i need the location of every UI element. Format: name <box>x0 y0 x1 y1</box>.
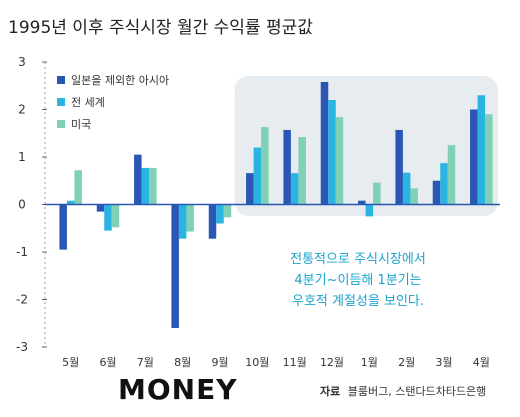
bars <box>59 81 493 328</box>
annotation-line-3: 우호적 계절성을 보인다. <box>292 294 424 309</box>
x-tick-label: 8월 <box>174 356 191 369</box>
bar-world <box>104 204 112 231</box>
source-text: 블룸버그, 스탠다드차타드은행 <box>348 385 487 398</box>
legend-swatch-us <box>57 120 65 128</box>
bar-world <box>328 100 336 205</box>
bar-world <box>141 167 150 205</box>
highlight-box <box>234 76 498 216</box>
annotation-line-1: 전통적으로 주식시장에서 <box>290 252 426 267</box>
bar-us <box>373 182 381 205</box>
bar-asia <box>320 81 329 205</box>
legend-label-us: 미국 <box>71 118 91 131</box>
bar-us <box>447 145 456 205</box>
bar-asia <box>283 129 291 205</box>
bar-asia <box>470 109 478 205</box>
y-tick-label: -1 <box>16 245 28 259</box>
bar-world <box>216 204 224 224</box>
source-label: 자료 <box>320 384 340 398</box>
brand-logo: MONEY <box>118 373 238 406</box>
x-tick-label: 9월 <box>211 356 228 369</box>
y-tick-label: 2 <box>18 103 26 117</box>
legend-label-asia: 일본을 제외한 아시아 <box>71 73 169 87</box>
bar-asia <box>134 154 142 205</box>
y-tick-label: 1 <box>18 150 26 164</box>
bar-asia <box>395 129 403 205</box>
x-tick-label: 12월 <box>320 356 344 369</box>
bar-asia <box>246 173 254 205</box>
bar-world <box>402 172 411 205</box>
x-tick-label: 11월 <box>283 356 307 369</box>
bar-asia <box>96 204 105 212</box>
annotation: 전통적으로 주식시장에서 4분기~이듬해 1분기는 우호적 계절성을 보인다. <box>290 252 426 309</box>
x-tick-label: 5월 <box>62 356 79 369</box>
bar-us <box>186 204 194 232</box>
bar-world <box>253 147 262 205</box>
x-axis: 5월 6월 7월 8월 9월 10월 11월 12월 1월 2월 3월 4월 <box>62 356 490 369</box>
x-tick-label: 1월 <box>361 356 378 369</box>
x-tick-label: 7월 <box>137 356 154 369</box>
bar-us <box>485 114 493 205</box>
bar-world <box>178 204 187 239</box>
x-tick-label: 4월 <box>473 356 490 369</box>
legend: 일본을 제외한 아시아 전 세계 미국 <box>57 73 169 131</box>
bar-us <box>410 188 418 205</box>
y-tick-label: 3 <box>18 55 26 69</box>
bar-world <box>290 173 299 205</box>
bar-asia <box>59 204 67 250</box>
bar-us <box>74 170 82 205</box>
bar-asia <box>171 204 179 328</box>
bar-asia <box>358 200 366 205</box>
bar-us <box>298 137 306 205</box>
x-tick-label: 10월 <box>245 356 269 369</box>
y-tick-label: -3 <box>16 340 28 354</box>
chart-title: 1995년 이후 주식시장 월간 수익률 평균값 <box>8 18 313 38</box>
source-note: 자료 블룸버그, 스탠다드차타드은행 <box>320 384 486 398</box>
bar-us <box>335 117 344 205</box>
bar-us <box>111 204 120 228</box>
bar-world <box>477 95 486 205</box>
annotation-line-2: 4분기~이듬해 1분기는 <box>294 273 421 288</box>
bar-us <box>149 167 157 205</box>
bar-world <box>66 200 75 205</box>
legend-label-world: 전 세계 <box>71 96 105 109</box>
y-axis: 3 2 1 0 -1 -2 -3 <box>16 55 47 354</box>
bar-world <box>365 204 374 217</box>
y-tick-label: -2 <box>16 293 28 307</box>
x-tick-label: 2월 <box>398 356 415 369</box>
bar-asia <box>208 204 217 239</box>
x-tick-label: 6월 <box>99 356 116 369</box>
legend-swatch-asia <box>57 76 65 84</box>
bar-world <box>440 163 448 205</box>
bar-us <box>223 204 232 218</box>
bar-asia <box>432 180 441 205</box>
legend-swatch-world <box>57 98 65 106</box>
bar-us <box>261 127 269 205</box>
x-tick-label: 3월 <box>435 356 452 369</box>
y-tick-label: 0 <box>18 198 26 212</box>
